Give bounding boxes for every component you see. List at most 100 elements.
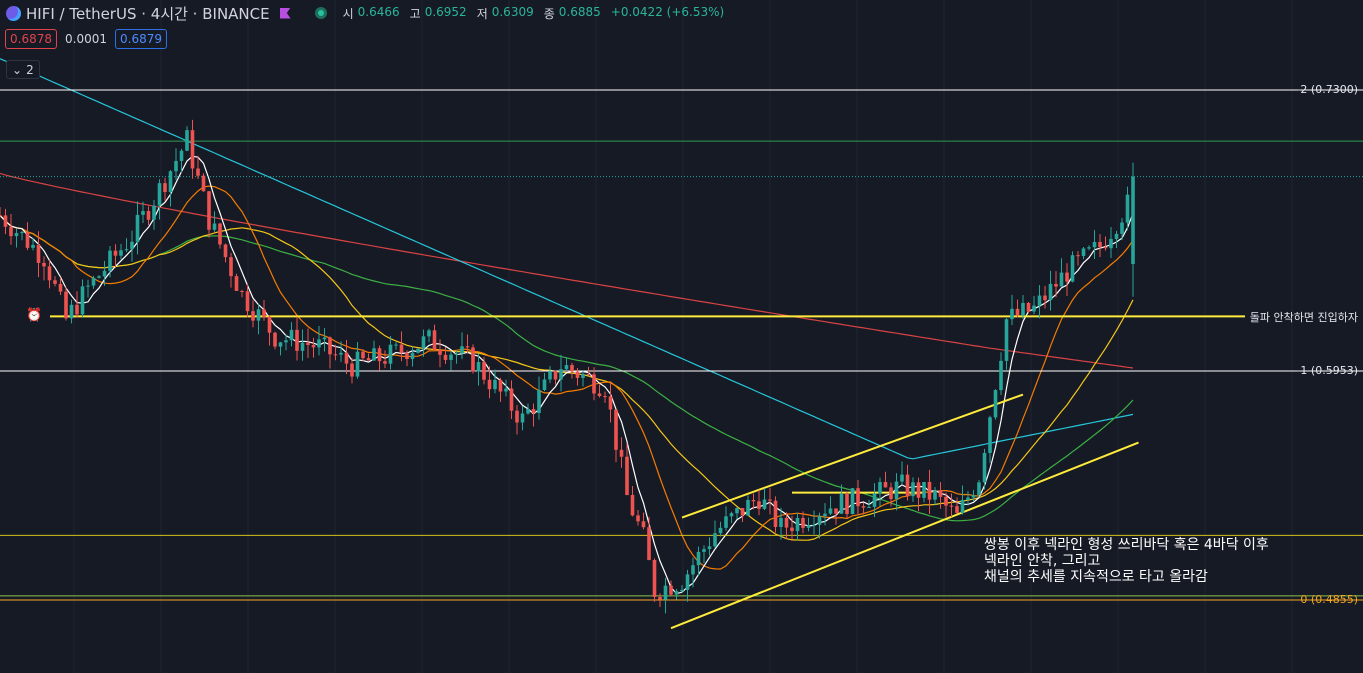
candle-body	[889, 487, 893, 500]
candle-body	[1092, 241, 1097, 248]
candle-body	[322, 337, 327, 340]
hifi-coin-icon	[6, 5, 21, 21]
candle-body	[47, 266, 52, 281]
candle-body	[515, 410, 519, 423]
candle-body	[608, 396, 613, 410]
candle-body	[20, 232, 24, 234]
analysis-note: 쌍봉 이후 넥라인 형성 쓰리바닥 혹은 4바닥 이후 넥라인 안착, 그리고 …	[984, 537, 1269, 585]
buy-button[interactable]: 0.6879	[115, 29, 167, 49]
candle-body	[696, 551, 701, 566]
candle-body	[267, 316, 272, 333]
candle-body	[1015, 308, 1020, 316]
candle-body	[680, 589, 684, 592]
candle-body	[190, 130, 195, 169]
candle-body	[1043, 295, 1047, 301]
candle-body	[581, 374, 585, 378]
candle-body	[218, 223, 222, 245]
candle-body	[1032, 305, 1036, 312]
candle-body	[542, 379, 547, 390]
candle-body	[971, 495, 976, 498]
candle-body	[427, 330, 431, 337]
candle-body	[526, 409, 530, 414]
candle-body	[465, 346, 470, 348]
candle-body	[900, 474, 904, 482]
indicator-toggle-button[interactable]: ⌄ 2	[6, 60, 40, 79]
candle-body	[229, 257, 233, 277]
open-value: 0.6466	[357, 4, 400, 19]
close-value: 0.6885	[558, 4, 601, 19]
candle-body	[168, 171, 173, 193]
candle-body	[548, 371, 552, 380]
candle-body	[256, 309, 261, 321]
flag-icon[interactable]	[279, 7, 291, 19]
spread-value: 0.0001	[65, 32, 107, 46]
candle-body	[960, 499, 965, 513]
candle-body	[443, 354, 448, 360]
candle-body	[432, 330, 437, 350]
candle-body	[31, 244, 35, 248]
candle-body	[1065, 272, 1069, 282]
low-value: 0.6309	[491, 4, 534, 19]
candle-body	[377, 348, 382, 362]
open-label: 시	[342, 6, 354, 21]
candle-body	[955, 506, 959, 513]
candle-body	[729, 513, 734, 517]
candle-body	[625, 456, 629, 495]
candle-body	[328, 337, 332, 355]
high-value: 0.6952	[424, 4, 467, 19]
candle-body	[883, 482, 888, 488]
candle-body	[75, 304, 79, 315]
symbol-title[interactable]: HIFI / TetherUS · 4시간 · BINANCE	[26, 4, 270, 23]
candle-body	[707, 546, 712, 550]
candle-body	[1021, 302, 1025, 316]
candle-body	[839, 494, 844, 514]
ma-orange-line	[0, 185, 1134, 570]
candle-body	[201, 175, 206, 192]
candle-body	[1120, 222, 1124, 234]
candle-body	[306, 342, 310, 345]
market-status-icon	[314, 7, 327, 19]
candle-body	[1010, 308, 1014, 320]
candle-body	[405, 352, 409, 360]
candle-body	[344, 352, 349, 364]
candle-body	[520, 413, 525, 423]
candle-body	[119, 250, 123, 256]
candle-body	[1026, 302, 1031, 312]
candle-body	[295, 329, 299, 351]
alarm-clock-icon[interactable]: ⏰	[26, 308, 43, 323]
high-label: 고	[409, 6, 421, 21]
candle-body	[564, 365, 569, 370]
candle-body	[817, 516, 822, 525]
candle-body	[702, 549, 706, 552]
trendline-channel_upper	[681, 393, 1024, 519]
candle-body	[977, 482, 981, 496]
candle-body	[927, 482, 932, 500]
trendline-channel_lower	[670, 441, 1139, 630]
candle-body	[878, 482, 882, 494]
candle-body	[1076, 255, 1080, 257]
candle-body	[531, 409, 536, 414]
candle-body	[399, 344, 404, 353]
candle-body	[905, 474, 910, 497]
candle-body	[300, 342, 305, 351]
candle-body	[575, 371, 580, 378]
candle-body	[372, 348, 376, 361]
candle-body	[685, 574, 690, 590]
candle-body	[949, 505, 954, 507]
candle-body	[603, 396, 607, 398]
candle-body	[421, 336, 426, 349]
candle-body	[207, 191, 211, 230]
candle-body	[966, 497, 970, 500]
candle-body	[454, 353, 459, 355]
chart-header: HIFI / TetherUS · 4시간 · BINANCE 시 0.6466 …	[6, 2, 730, 24]
candle-body	[1109, 238, 1113, 249]
candle-body	[460, 346, 464, 354]
candle-body	[652, 559, 657, 597]
candle-body	[185, 130, 189, 151]
candle-body	[691, 565, 695, 575]
candle-body	[25, 232, 30, 248]
candle-body	[383, 361, 387, 364]
candle-body	[1059, 272, 1064, 287]
sell-button[interactable]: 0.6878	[5, 29, 57, 49]
